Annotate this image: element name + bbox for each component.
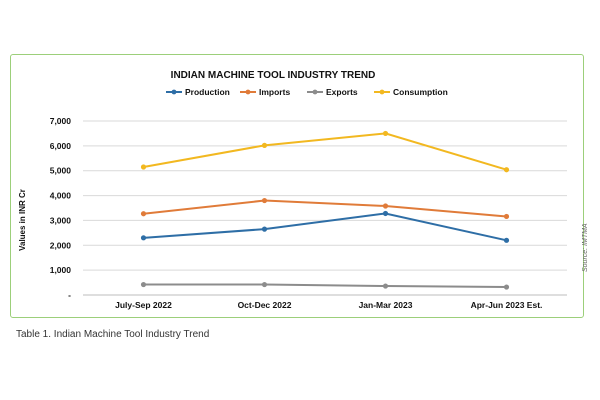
y-axis-ticks: - 1,000 2,000 3,000 4,000 5,000 6,000 7,000 bbox=[50, 116, 72, 300]
series-line bbox=[143, 212, 507, 242]
series-line bbox=[143, 199, 507, 218]
chart-legend: Production Imports Exports Consumption bbox=[166, 87, 448, 97]
y-tick-label: - bbox=[68, 290, 71, 300]
series-production bbox=[140, 210, 510, 243]
legend-item: Consumption bbox=[374, 87, 448, 97]
legend-item: Imports bbox=[240, 87, 290, 97]
series-exports bbox=[140, 281, 510, 290]
legend-label: Production bbox=[185, 87, 230, 97]
data-point bbox=[503, 167, 510, 173]
table-caption: Table 1. Indian Machine Tool Industry Tr… bbox=[16, 329, 210, 340]
legend-marker bbox=[245, 89, 251, 95]
data-point bbox=[382, 203, 389, 209]
legend-label: Exports bbox=[326, 87, 358, 97]
x-tick-label: Jan-Mar 2023 bbox=[359, 300, 413, 310]
data-point bbox=[261, 142, 268, 148]
data-point bbox=[382, 283, 389, 289]
x-tick-label: Oct-Dec 2022 bbox=[238, 300, 292, 310]
data-point bbox=[503, 284, 510, 290]
legend-marker bbox=[312, 89, 318, 95]
data-point bbox=[382, 130, 389, 137]
data-point bbox=[261, 281, 268, 288]
y-tick-label: 2,000 bbox=[50, 240, 72, 250]
legend-item: Production bbox=[166, 87, 230, 97]
y-axis-label: Values in INR Cr bbox=[18, 189, 27, 251]
legend-label: Consumption bbox=[393, 87, 448, 97]
series-consumption bbox=[140, 130, 510, 173]
x-axis-ticks: July-Sep 2022 Oct-Dec 2022 Jan-Mar 2023 Apr… bbox=[115, 300, 542, 310]
data-point bbox=[261, 197, 268, 204]
legend-marker bbox=[379, 89, 385, 95]
data-point bbox=[140, 211, 147, 217]
x-tick-label: Apr-Jun 2023 Est. bbox=[471, 300, 543, 310]
data-point bbox=[140, 164, 147, 170]
series-line bbox=[143, 132, 507, 171]
chart-series bbox=[140, 130, 510, 290]
chart-title: INDIAN MACHINE TOOL INDUSTRY TREND bbox=[171, 70, 376, 81]
series-imports bbox=[140, 197, 510, 220]
legend-item: Exports bbox=[307, 87, 358, 97]
data-point bbox=[503, 213, 510, 220]
y-tick-label: 3,000 bbox=[50, 215, 72, 225]
data-point bbox=[503, 237, 510, 243]
x-tick-label: July-Sep 2022 bbox=[115, 300, 172, 310]
y-tick-label: 6,000 bbox=[50, 141, 72, 151]
data-point bbox=[140, 281, 147, 288]
y-tick-label: 4,000 bbox=[50, 191, 72, 201]
source-note: Source: IMTMA bbox=[582, 223, 589, 272]
series-line bbox=[143, 283, 507, 289]
chart-grid bbox=[83, 120, 567, 296]
y-tick-label: 7,000 bbox=[50, 116, 72, 126]
legend-marker bbox=[171, 89, 177, 95]
data-point bbox=[261, 226, 268, 232]
data-point bbox=[140, 235, 147, 241]
chart-svg: INDIAN MACHINE TOOL INDUSTRY TREND Produ… bbox=[18, 70, 567, 310]
y-tick-label: 1,000 bbox=[50, 265, 72, 275]
legend-label: Imports bbox=[259, 87, 290, 97]
data-point bbox=[382, 210, 389, 217]
chart-frame: INDIAN MACHINE TOOL INDUSTRY TREND Produ… bbox=[10, 54, 584, 318]
y-tick-label: 5,000 bbox=[50, 166, 72, 176]
